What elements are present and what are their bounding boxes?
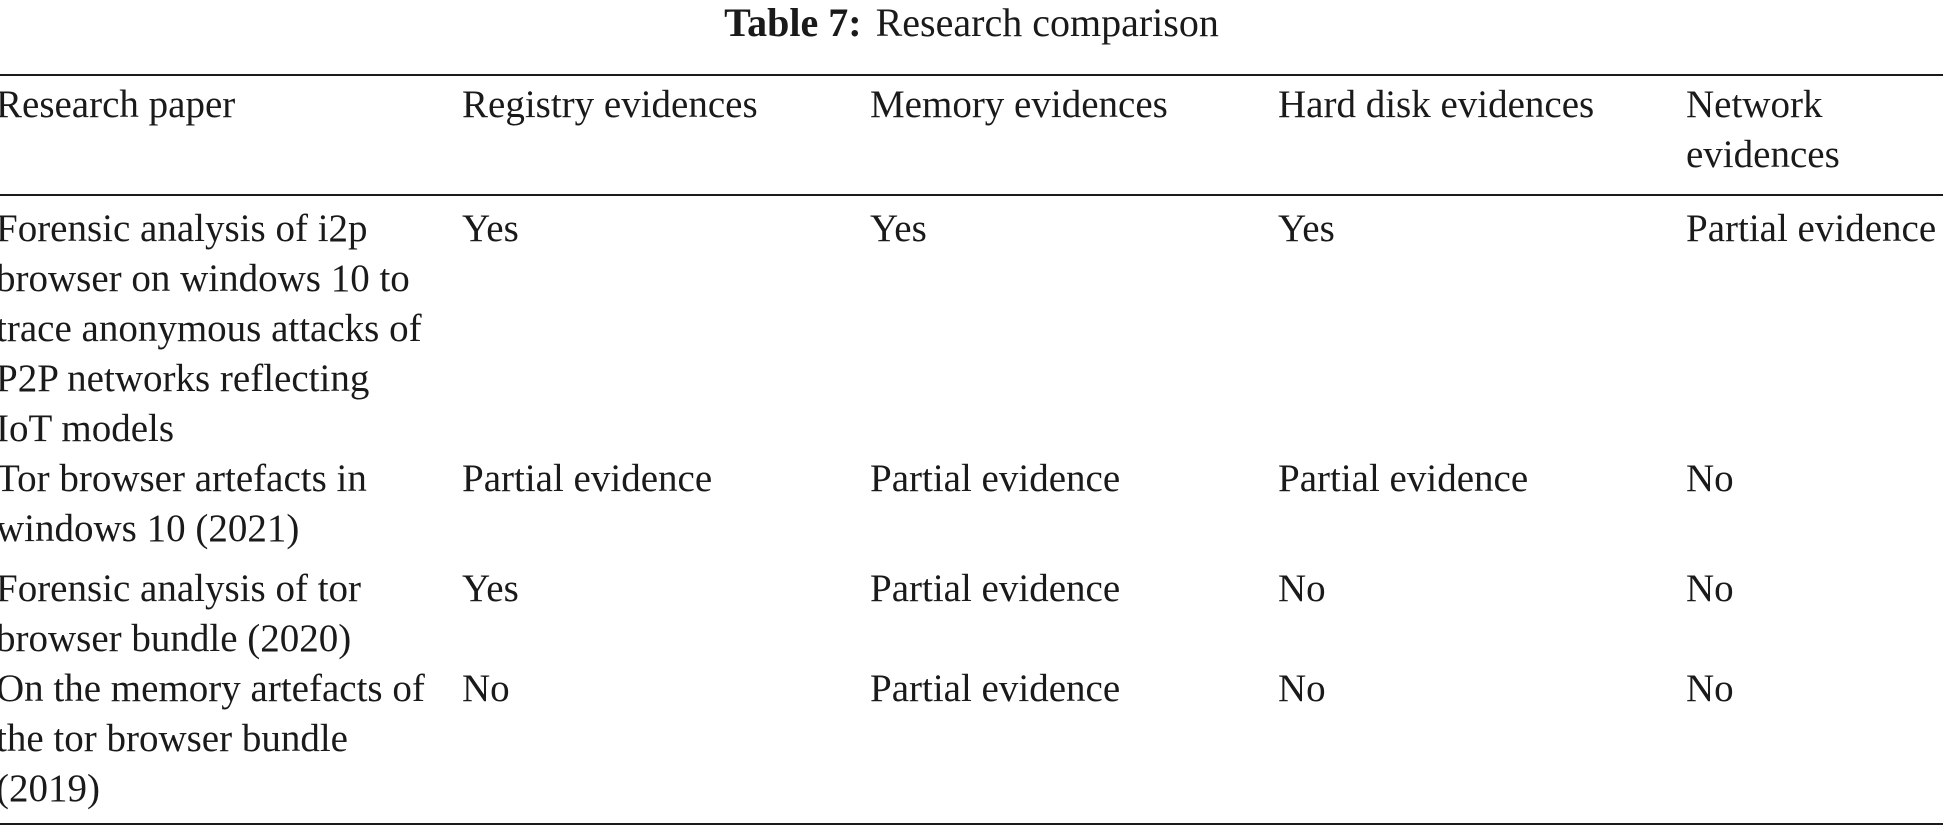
table-caption-label: Table 7:: [724, 0, 862, 45]
table-top-rule: [0, 74, 1943, 76]
research-comparison-table: Research paper Registry evidences Memory…: [0, 77, 1943, 814]
table-cell-memory: Partial evidence: [870, 667, 1121, 710]
table-cell-registry: Yes: [462, 567, 519, 610]
table-cell-memory: Yes: [870, 207, 927, 250]
table-cell-network: No: [1686, 567, 1734, 610]
table-cell-paper: On the memory artefacts of the tor brows…: [0, 667, 425, 810]
table-caption: Table 7: Research comparison: [0, 0, 1943, 48]
table-row: On the memory artefacts of the tor brows…: [0, 664, 1943, 814]
table-row: Forensic analysis of tor browser bundle …: [0, 554, 1943, 664]
table-cell-registry: Yes: [462, 207, 519, 250]
table-header-row: Research paper Registry evidences Memory…: [0, 77, 1943, 194]
table-cell-paper: Forensic analysis of tor browser bundle …: [0, 567, 362, 660]
header-memory-evidences: Memory evidences: [870, 83, 1168, 126]
table-cell-hard-disk: No: [1278, 567, 1326, 610]
table-cell-hard-disk: Yes: [1278, 207, 1335, 250]
table-cell-hard-disk: Partial evidence: [1278, 457, 1529, 500]
table-header-rule: [0, 194, 1943, 196]
table-cell-network: Partial evidence: [1686, 207, 1937, 250]
table-cell-paper: Forensic analysis of i2p browser on wind…: [0, 207, 422, 450]
table-cell-memory: Partial evidence: [870, 457, 1121, 500]
table-row: Tor browser artefacts in windows 10 (202…: [0, 454, 1943, 554]
header-research-paper: Research paper: [0, 83, 236, 126]
header-hard-disk-evidences: Hard disk evidences: [1278, 83, 1595, 126]
table-cell-hard-disk: No: [1278, 667, 1326, 710]
table-cell-network: No: [1686, 457, 1734, 500]
table-cell-memory: Partial evidence: [870, 567, 1121, 610]
table-bottom-rule: [0, 823, 1943, 825]
header-registry-evidences: Registry evidences: [462, 83, 758, 126]
table-cell-network: No: [1686, 667, 1734, 710]
table-caption-title: Research comparison: [875, 0, 1219, 45]
table-cell-registry: Partial evidence: [462, 457, 713, 500]
header-network-evidences: Network evidences: [1686, 83, 1840, 176]
table-cell-paper: Tor browser artefacts in windows 10 (202…: [0, 457, 367, 550]
table-cell-registry: No: [462, 667, 510, 710]
table-row: Forensic analysis of i2p browser on wind…: [0, 194, 1943, 454]
